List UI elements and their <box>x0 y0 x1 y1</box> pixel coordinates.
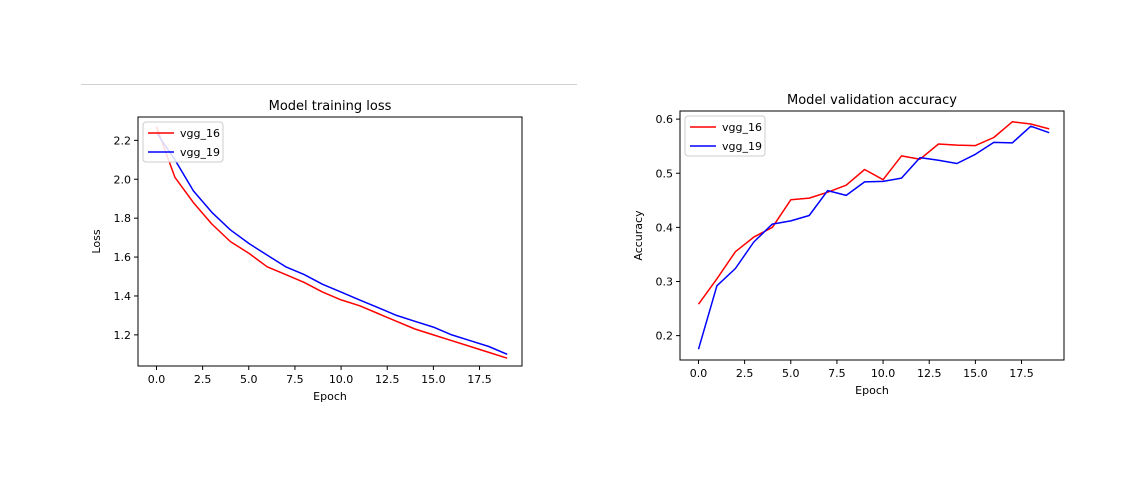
y-tick-label: 0.6 <box>656 113 674 126</box>
x-tick-label: 10.0 <box>871 367 896 380</box>
x-tick-label: 5.0 <box>782 367 800 380</box>
x-tick-label: 5.0 <box>240 373 258 386</box>
y-tick-label: 0.3 <box>656 276 674 289</box>
y-tick-label: 0.2 <box>656 330 674 343</box>
chart-title: Model training loss <box>269 99 392 114</box>
x-tick-label: 0.0 <box>690 367 708 380</box>
y-axis-label: Loss <box>90 229 103 253</box>
x-tick-label: 10.0 <box>329 373 354 386</box>
x-tick-label: 2.5 <box>194 373 212 386</box>
chart-title: Model validation accuracy <box>787 93 957 108</box>
series-line-vgg-16 <box>697 121 1050 305</box>
divider-line <box>81 84 577 85</box>
series-line-vgg-16 <box>155 126 508 359</box>
x-tick-label: 0.0 <box>148 373 166 386</box>
y-tick-label: 1.6 <box>114 251 132 264</box>
y-tick-label: 0.5 <box>656 167 674 180</box>
y-tick-label: 1.2 <box>114 329 132 342</box>
y-tick-label: 1.8 <box>114 212 132 225</box>
x-tick-label: 7.5 <box>286 373 304 386</box>
legend-entry: vgg_16 <box>722 121 762 134</box>
x-tick-label: 2.5 <box>736 367 754 380</box>
x-axis-label: Epoch <box>855 384 889 397</box>
legend-entry: vgg_16 <box>180 127 220 140</box>
x-tick-label: 12.5 <box>917 367 942 380</box>
legend-entry: vgg_19 <box>180 146 220 159</box>
series-line-vgg-19 <box>697 125 1050 350</box>
y-axis-label: Accuracy <box>632 210 645 261</box>
y-tick-label: 2.0 <box>114 173 132 186</box>
x-axis-label: Epoch <box>313 390 347 403</box>
plot-frame <box>679 110 1065 361</box>
y-tick-label: 0.4 <box>656 221 674 234</box>
x-tick-label: 17.5 <box>1009 367 1034 380</box>
x-tick-label: 17.5 <box>467 373 492 386</box>
x-tick-label: 7.5 <box>828 367 846 380</box>
x-tick-label: 15.0 <box>421 373 446 386</box>
plot-frame <box>137 116 523 367</box>
x-tick-label: 12.5 <box>375 373 400 386</box>
y-tick-label: 1.4 <box>114 290 132 303</box>
x-tick-label: 15.0 <box>963 367 988 380</box>
y-tick-label: 2.2 <box>114 134 132 147</box>
series-line-vgg-19 <box>155 132 508 355</box>
legend-entry: vgg_19 <box>722 140 762 153</box>
